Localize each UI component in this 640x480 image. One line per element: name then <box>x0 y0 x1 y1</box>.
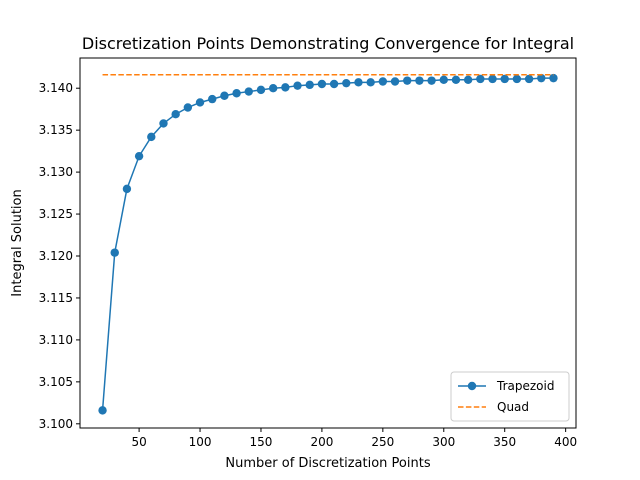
trapezoid-data-point <box>488 74 497 84</box>
trapezoid-data-point <box>427 76 436 85</box>
legend-box <box>450 371 570 422</box>
y-tick-label: 3.105 <box>39 375 73 389</box>
trapezoid-data-point <box>244 87 253 96</box>
trapezoid-data-point <box>366 78 375 87</box>
x-tick-label: 50 <box>131 435 146 449</box>
legend-trapezoid-marker <box>467 381 477 391</box>
legend-trapezoid-label: Trapezoid <box>496 379 554 393</box>
y-tick-label: 3.135 <box>39 123 73 137</box>
x-tick-label: 250 <box>371 435 394 449</box>
y-axis-label: Integral Solution <box>10 189 25 296</box>
x-tick-label: 100 <box>189 435 212 449</box>
trapezoid-data-point <box>342 78 351 88</box>
trapezoid-data-point <box>208 94 217 104</box>
trapezoid-data-point <box>183 103 193 112</box>
trapezoid-data-point <box>232 89 241 98</box>
trapezoid-data-point <box>256 85 266 95</box>
y-axis: 3.100 3.105 3.110 3.115 3.120 3.125 3.130 3.135… <box>39 81 80 431</box>
series-layer <box>98 73 558 415</box>
legend: Trapezoid Quad <box>450 371 570 422</box>
chart-title: Discretization Points Demonstrating Conv… <box>82 34 574 53</box>
trapezoid-data-point <box>390 77 400 86</box>
y-tick-label: 3.110 <box>39 333 73 347</box>
y-tick-label: 3.140 <box>39 81 73 95</box>
y-tick-label: 3.120 <box>39 249 73 263</box>
trapezoid-data-point <box>476 74 485 84</box>
trapezoid-data-point <box>451 75 461 85</box>
trapezoid-data-point <box>305 80 314 90</box>
trapezoid-data-point <box>463 75 473 85</box>
legend-quad-label: Quad <box>497 400 529 414</box>
trapezoid-data-point <box>354 78 363 87</box>
trapezoid-data-point <box>549 73 558 83</box>
x-axis-label: Number of Discretization Points <box>225 456 430 471</box>
trapezoid-data-point <box>500 74 509 84</box>
trapezoid-data-point <box>415 76 424 85</box>
x-tick-label: 350 <box>493 435 516 449</box>
y-tick-label: 3.125 <box>39 207 73 221</box>
x-tick-label: 150 <box>250 435 273 449</box>
trapezoid-data-point <box>195 98 205 107</box>
trapezoid-data-point <box>329 79 339 89</box>
x-axis: 50 100 150 200 250 300 350 400 <box>131 428 577 449</box>
x-tick-label: 400 <box>554 435 577 449</box>
trapezoid-data-point <box>159 119 168 128</box>
trapezoid-data-point <box>98 406 107 415</box>
trapezoid-data-point <box>293 81 302 90</box>
trapezoid-data-point <box>122 184 132 194</box>
trapezoid-data-point <box>403 76 412 85</box>
y-tick-label: 3.115 <box>39 291 73 305</box>
trapezoid-data-point <box>439 75 448 85</box>
trapezoid-data-point <box>378 77 388 86</box>
trapezoid-data-point <box>317 79 327 89</box>
x-tick-label: 300 <box>432 435 455 449</box>
trapezoid-data-point <box>171 110 180 119</box>
trapezoid-data-point <box>134 151 144 161</box>
trapezoid-data-point <box>281 83 290 92</box>
trapezoid-data-point <box>512 74 522 84</box>
trapezoid-data-point <box>220 91 229 100</box>
y-tick-label: 3.100 <box>39 417 73 431</box>
trapezoid-data-point <box>268 84 278 93</box>
trapezoid-data-point <box>110 248 119 257</box>
trapezoid-data-point <box>524 74 534 84</box>
x-tick-label: 200 <box>310 435 333 449</box>
y-tick-label: 3.130 <box>39 165 73 179</box>
trapezoid-data-point <box>537 73 546 83</box>
trapezoid-data-point <box>147 132 156 142</box>
